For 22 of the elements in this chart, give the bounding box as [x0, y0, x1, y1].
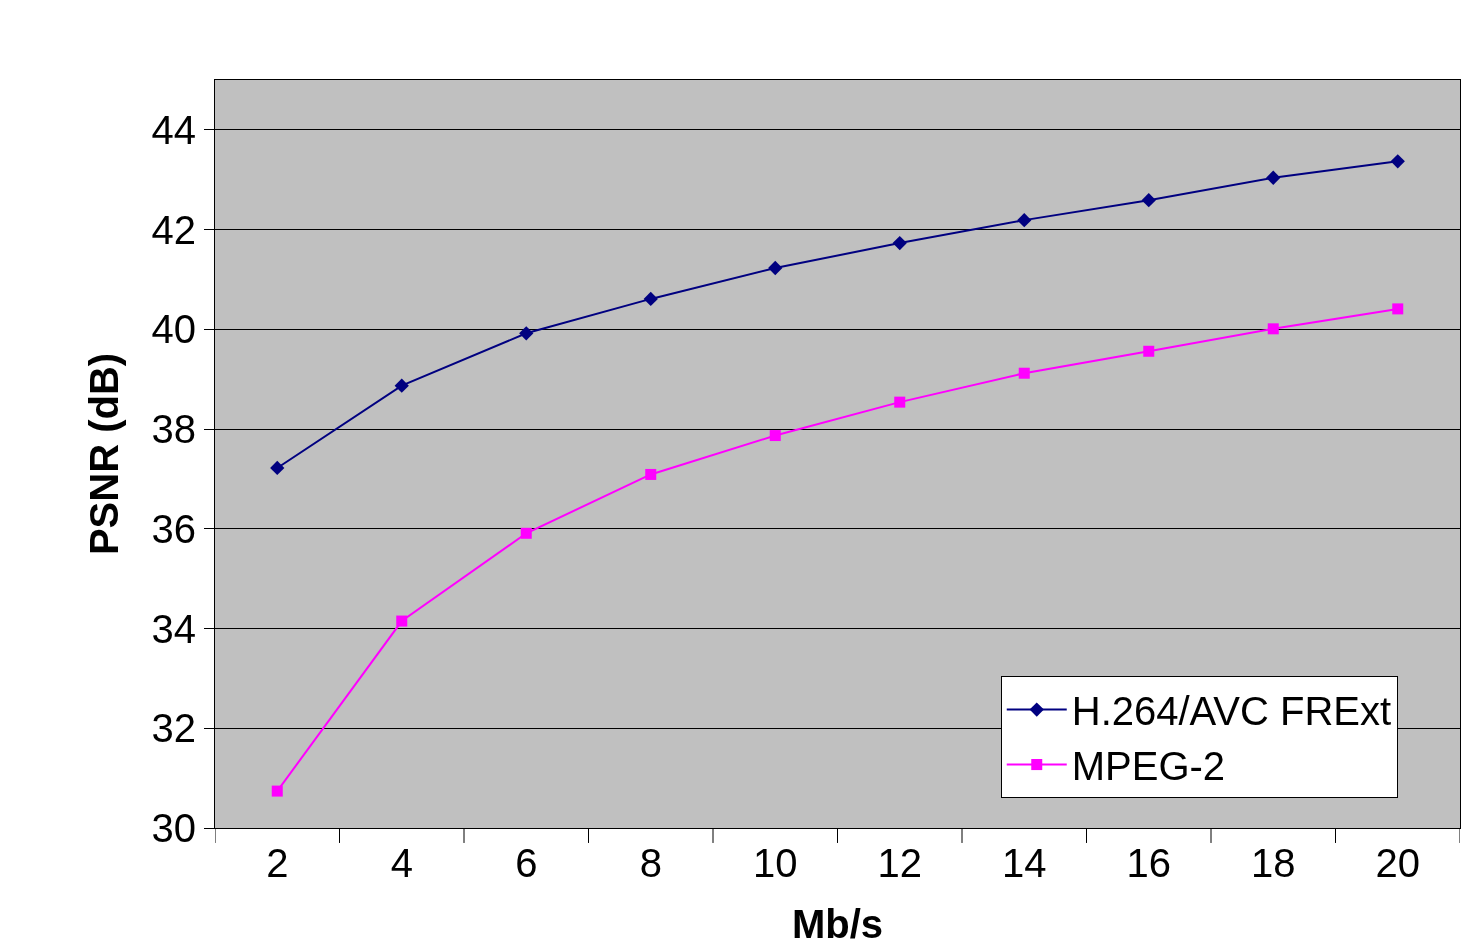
- y-tick-label: 34: [151, 606, 196, 651]
- x-tick-label: 16: [1126, 841, 1171, 885]
- x-tick-label: 4: [390, 841, 413, 885]
- y-tick-label: 36: [151, 506, 196, 551]
- x-tick-label: 10: [753, 841, 798, 885]
- y-tick-label: 30: [151, 806, 196, 850]
- y-tick-label: 42: [151, 207, 196, 252]
- x-tick-label: 12: [877, 841, 922, 885]
- y-tick-label: 40: [151, 307, 196, 352]
- y-tick-label: 38: [151, 407, 196, 452]
- y-tick-label: 32: [151, 706, 196, 751]
- legend-label: MPEG-2: [1071, 744, 1226, 789]
- legend-label: H.264/AVC FRExt: [1071, 689, 1392, 734]
- x-tick-label: 14: [1002, 841, 1047, 885]
- y-tick-label: 44: [151, 107, 196, 152]
- y-axis-title: PSNR (dB): [82, 352, 126, 556]
- x-axis-title: Mb/s: [791, 901, 884, 946]
- x-tick-label: 8: [639, 841, 662, 885]
- x-tick-label: 20: [1375, 841, 1420, 885]
- x-tick-label: 18: [1251, 841, 1296, 885]
- x-tick-label: 6: [515, 841, 538, 885]
- x-tick-label: 2: [266, 841, 289, 885]
